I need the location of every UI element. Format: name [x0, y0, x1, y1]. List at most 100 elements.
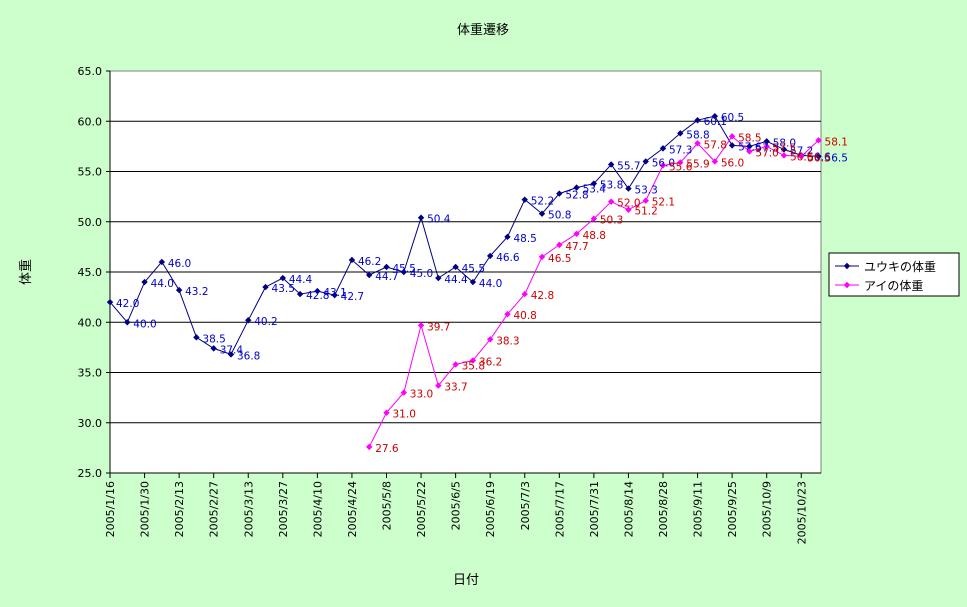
data-point	[711, 113, 719, 120]
data-point	[798, 153, 805, 160]
data-label: 45.5	[393, 263, 416, 275]
x-tick-label: 2005/10/23	[795, 481, 808, 544]
data-point	[400, 389, 407, 396]
x-tick-label: 2005/2/13	[173, 481, 186, 537]
data-point	[607, 198, 615, 205]
data-point	[642, 158, 649, 165]
data-point	[642, 197, 649, 204]
data-label: 55.9	[686, 158, 709, 170]
data-point	[815, 137, 822, 144]
y-tick-label: 55.0	[78, 166, 103, 179]
data-point	[210, 345, 217, 352]
data-point	[746, 143, 753, 150]
data-label: 56.0	[721, 157, 744, 169]
data-label: 57.5	[773, 142, 796, 154]
series-layer	[106, 113, 822, 451]
data-point	[607, 161, 615, 168]
data-label: 57.6	[738, 141, 762, 153]
data-point	[193, 334, 200, 341]
data-label: 45.5	[462, 263, 485, 275]
data-label: 38.3	[496, 335, 519, 347]
x-tick-label: 2005/7/31	[588, 481, 601, 537]
data-point	[486, 336, 494, 343]
data-point	[366, 443, 373, 451]
data-label: 35.8	[462, 360, 485, 372]
data-label: 40.8	[513, 310, 536, 322]
data-point	[694, 140, 701, 147]
data-point	[245, 317, 252, 324]
data-label: 53.4	[583, 184, 607, 196]
data-point	[296, 290, 304, 298]
x-tick-label: 2005/9/11	[692, 481, 705, 537]
series-line-0	[109, 115, 819, 356]
data-label: 44.0	[479, 278, 502, 290]
data-point	[314, 287, 321, 295]
data-point	[435, 274, 442, 282]
data-label: 57.2	[790, 145, 813, 157]
data-label: 52.0	[617, 198, 640, 210]
data-label: 33.7	[444, 382, 467, 394]
grid-layer	[109, 71, 821, 474]
data-label: 58.1	[825, 136, 848, 148]
y-tick-label: 45.0	[78, 266, 103, 279]
data-label: 46.6	[496, 252, 520, 264]
data-point	[780, 146, 788, 153]
x-tick-label: 2005/6/5	[450, 481, 463, 530]
data-label: 50.3	[600, 215, 623, 227]
data-label: 57.3	[669, 144, 692, 156]
x-tick-label: 2005/5/8	[381, 481, 394, 530]
data-point	[521, 290, 528, 298]
data-label: 46.0	[168, 258, 191, 270]
data-label: 55.6	[669, 161, 693, 173]
y-tick-label: 35.0	[78, 367, 103, 380]
data-point	[452, 263, 459, 271]
data-label: 53.3	[634, 185, 657, 197]
data-label: 42.8	[306, 290, 329, 302]
data-point	[677, 130, 684, 137]
data-point	[400, 268, 407, 276]
data-point	[728, 142, 736, 149]
data-point	[763, 143, 770, 150]
data-label: 46.5	[548, 253, 571, 265]
data-label: 52.1	[652, 197, 675, 209]
data-point	[763, 138, 770, 145]
data-label: 44.7	[375, 271, 398, 283]
data-point	[659, 162, 667, 169]
x-tick-label: 2005/9/25	[726, 481, 739, 537]
data-label: 36.8	[237, 350, 260, 362]
data-label: 48.8	[583, 230, 606, 242]
data-label: 33.0	[410, 389, 433, 401]
x-axis-ticks: 2005/1/16 2005/1/30 2005/2/13 2005/2/27 2005…	[104, 473, 808, 544]
data-label: 40.2	[254, 316, 277, 328]
data-point	[746, 148, 753, 155]
data-label: 44.4	[289, 274, 313, 286]
data-label: 55.7	[617, 160, 640, 172]
data-point	[573, 230, 580, 238]
data-label: 51.2	[634, 206, 657, 218]
data-label: 43.5	[272, 283, 295, 295]
data-point	[573, 184, 580, 191]
data-label: 56.5	[825, 152, 848, 164]
data-label: 52.8	[565, 190, 588, 202]
legend-label: アイの体重	[864, 279, 923, 293]
data-label: 42.8	[531, 290, 554, 302]
data-label-layer: 42.0 40.0 44.0 46.0 43.2 38.537.436.8 40.2 43.5…	[116, 112, 848, 455]
data-label: 48.5	[513, 233, 536, 245]
data-point	[141, 278, 148, 286]
data-point	[556, 241, 563, 249]
data-point	[538, 253, 546, 261]
x-tick-label: 2005/4/24	[346, 481, 359, 537]
data-label: 57.5	[755, 142, 778, 154]
x-tick-label: 2005/5/22	[415, 481, 428, 537]
data-point	[227, 351, 235, 358]
y-tick-label: 25.0	[78, 467, 103, 480]
data-point	[175, 286, 183, 294]
x-tick-label: 2005/8/28	[657, 481, 670, 537]
data-point	[158, 258, 166, 266]
data-label: 50.8	[548, 210, 571, 222]
data-point	[677, 159, 684, 166]
data-label: 31.0	[393, 409, 416, 421]
x-tick-label: 2005/1/30	[139, 481, 152, 537]
